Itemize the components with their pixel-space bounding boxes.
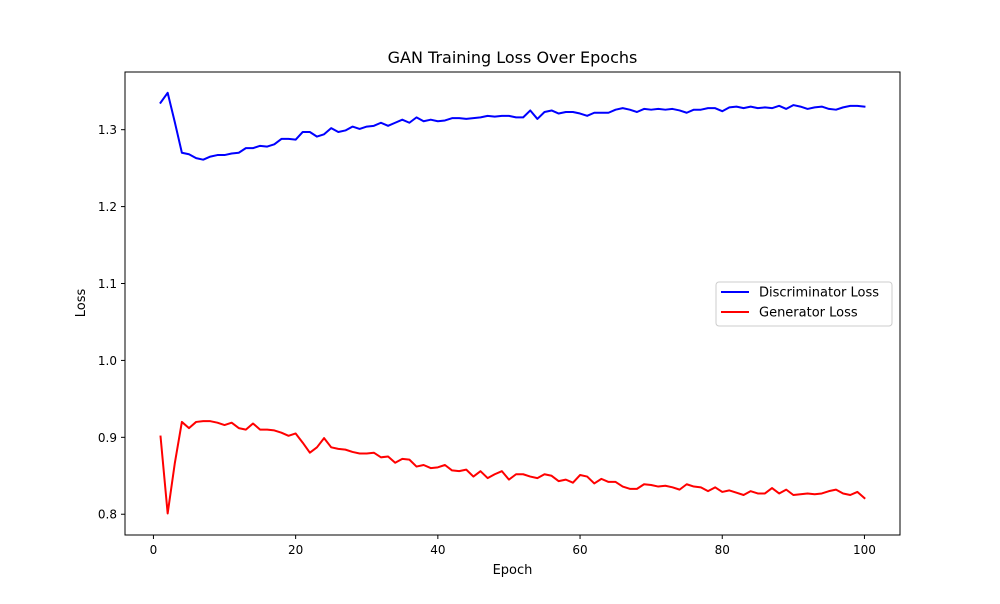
axes: 0 20 40 60 80 100 0.8 0.9 1.0 1.1 1.2 1.3 xyxy=(98,71,901,557)
series-line-generator-loss xyxy=(159,420,866,515)
legend: Discriminator Loss Generator Loss xyxy=(715,281,893,327)
y-tick-label: 0.8 xyxy=(98,508,117,522)
plot-area xyxy=(159,91,866,515)
legend-box xyxy=(715,281,893,327)
x-tick-label: 60 xyxy=(572,543,587,557)
x-tick-label: 40 xyxy=(430,543,445,557)
y-tick-label: 1.0 xyxy=(98,354,117,368)
x-tick-label: 0 xyxy=(150,543,158,557)
x-tick-label: 20 xyxy=(288,543,303,557)
y-axis-label: Loss xyxy=(74,289,89,318)
legend-label-generator-loss: Generator Loss xyxy=(759,306,858,321)
chart-title: GAN Training Loss Over Epochs xyxy=(388,48,638,67)
y-tick-label: 1.2 xyxy=(98,200,117,214)
series-line-discriminator-loss xyxy=(159,91,866,161)
x-axis-label: Epoch xyxy=(493,563,533,578)
x-tick-label: 80 xyxy=(715,543,730,557)
x-tick-label: 100 xyxy=(853,543,876,557)
y-tick-label: 1.3 xyxy=(98,123,117,137)
y-tick-label: 0.9 xyxy=(98,431,117,445)
axes-frame xyxy=(124,71,901,536)
legend-label-discriminator-loss: Discriminator Loss xyxy=(759,286,879,301)
y-tick-label: 1.1 xyxy=(98,277,117,291)
